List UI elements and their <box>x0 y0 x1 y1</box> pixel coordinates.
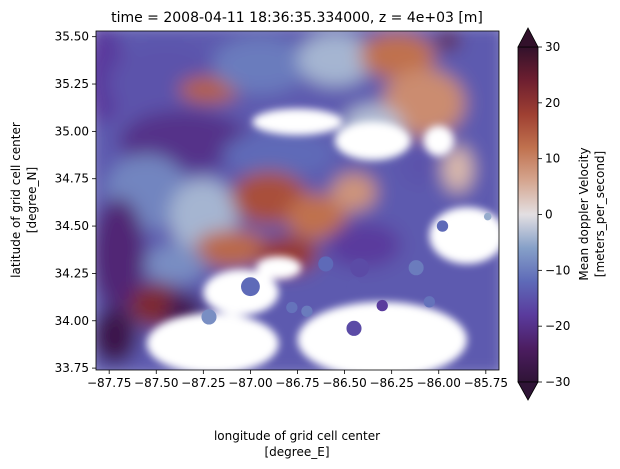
colorbar-extend-min <box>517 381 539 401</box>
field-region <box>109 42 223 126</box>
x-axis-unit: [degree_E] <box>265 445 330 459</box>
x-tick-label: −87.50 <box>134 376 178 390</box>
y-tick-label: 35.25 <box>55 77 89 91</box>
field-region <box>96 307 138 365</box>
field-region <box>442 146 473 192</box>
velocity-field <box>96 31 499 370</box>
y-tick-label: 35.50 <box>55 30 89 44</box>
missing-data-region <box>335 121 411 160</box>
echo-cell <box>286 301 298 314</box>
y-tick-label: 34.75 <box>55 172 89 186</box>
echo-cell <box>318 256 334 272</box>
y-axis-unit: [degree_N] <box>25 167 39 233</box>
echo-cell <box>436 220 449 232</box>
y-tick-label: 33.75 <box>55 361 89 375</box>
x-tick-label: −86.25 <box>369 376 413 390</box>
missing-data-mask <box>146 108 499 370</box>
missing-data-region <box>203 269 279 316</box>
echo-cell <box>376 299 388 312</box>
field-region <box>359 32 435 79</box>
colorbar-tick-label: −30 <box>545 375 570 389</box>
x-tick-label: −87.25 <box>181 376 225 390</box>
isolated-echo-cells <box>201 212 492 336</box>
colorbar-label: Mean doppler Velocity <box>577 147 591 280</box>
y-tick-label: 34.50 <box>55 219 89 233</box>
colorbar-ticks: 30 20 10 0 −10 −20 −30 <box>538 40 570 389</box>
x-tick-label: −86.50 <box>322 376 366 390</box>
y-axis-ticks: 33.75 34.00 34.25 34.50 34.75 35.00 35.25 35.50 <box>55 30 96 375</box>
missing-data-region <box>423 125 454 156</box>
x-tick-label: −87.00 <box>228 376 272 390</box>
echo-cell <box>301 305 313 317</box>
y-tick-label: 34.00 <box>55 314 89 328</box>
missing-data-region <box>256 256 302 280</box>
echo-cell <box>408 260 424 276</box>
colorbar-tick-label: 20 <box>545 96 560 110</box>
field-region <box>325 222 402 268</box>
plot-area <box>96 31 499 370</box>
echo-cell <box>201 309 217 325</box>
echo-cell <box>429 273 449 293</box>
echo-cell <box>241 277 260 297</box>
x-tick-label: −87.75 <box>87 376 131 390</box>
field-region <box>297 32 373 86</box>
y-axis-label: latitude of grid cell center <box>9 122 23 278</box>
echo-cell <box>346 320 362 336</box>
echo-cell <box>346 279 362 295</box>
field-region <box>303 263 349 295</box>
colorbar-tick-label: 0 <box>545 208 553 222</box>
field-region <box>212 36 307 94</box>
colorbar-extend-max <box>517 27 539 48</box>
colorbar-tick-label: −20 <box>545 319 570 333</box>
x-tick-label: −86.00 <box>417 376 461 390</box>
chart-title: time = 2008-04-11 18:36:35.334000, z = 4… <box>111 10 483 26</box>
y-tick-label: 35.00 <box>55 124 89 138</box>
echo-cell <box>483 212 492 221</box>
colorbar-tick-label: 10 <box>545 152 560 166</box>
colorbar-tick-label: −10 <box>545 263 570 277</box>
field-region <box>96 197 145 312</box>
x-tick-label: −86.75 <box>275 376 319 390</box>
field-region <box>286 193 347 240</box>
x-tick-label: −85.75 <box>464 376 508 390</box>
field-region <box>436 31 460 50</box>
field-region <box>144 245 206 283</box>
missing-data-region <box>146 313 279 370</box>
echo-cell <box>423 296 435 308</box>
colorbar-tick-label: 30 <box>545 40 560 54</box>
missing-data-region <box>252 108 343 136</box>
missing-data-region <box>297 301 467 370</box>
colorbar-unit: [meters_per_second] <box>593 151 607 277</box>
colorbar-body <box>517 46 539 383</box>
field-region <box>193 229 270 268</box>
echo-cell <box>350 258 370 278</box>
field-region <box>331 173 377 211</box>
field-region <box>401 146 439 185</box>
missing-data-region <box>429 207 499 264</box>
field-region <box>382 68 466 138</box>
field-region <box>222 131 336 177</box>
y-tick-label: 34.25 <box>55 266 89 280</box>
x-axis-label: longitude of grid cell center <box>214 429 380 443</box>
colorbar: 30 20 10 0 −10 −20 −30 <box>517 27 570 401</box>
x-axis-ticks: −87.75 −87.50 −87.25 −87.00 −86.75 −86.50 −86.… <box>87 370 508 390</box>
